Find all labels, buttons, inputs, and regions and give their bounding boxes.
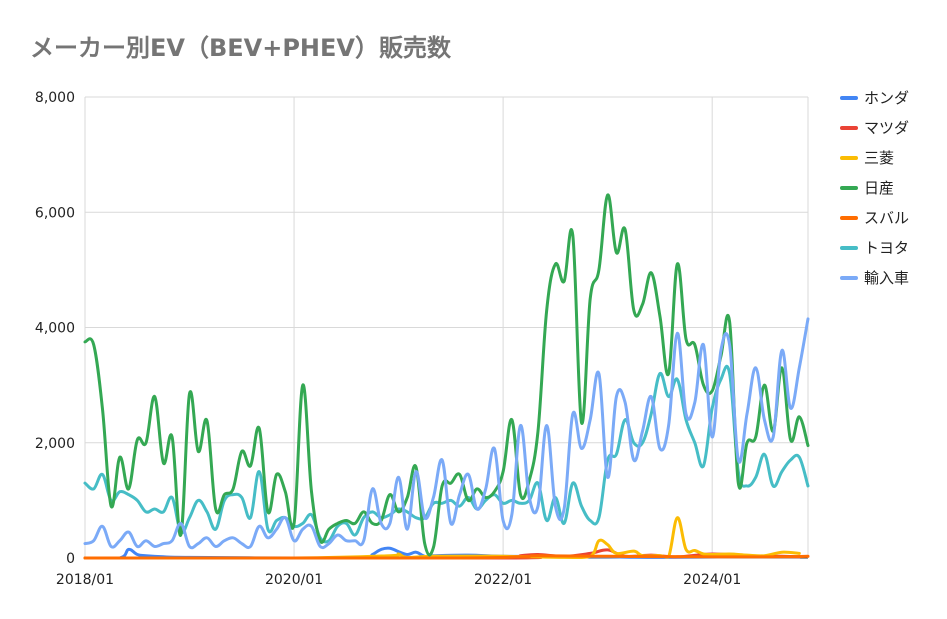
- legend-label: 日産: [864, 179, 894, 197]
- series-line: [83, 554, 810, 560]
- y-tick-label: 6,000: [35, 205, 75, 221]
- x-tick-label: 2024/01: [683, 572, 741, 588]
- legend-label: 三菱: [864, 149, 894, 167]
- legend-label: ホンダ: [864, 89, 909, 107]
- y-tick-label: 0: [66, 551, 75, 567]
- legend-label: マツダ: [864, 119, 909, 137]
- series-lines: [83, 193, 810, 560]
- series-line: [83, 364, 810, 544]
- legend-label: トヨタ: [864, 239, 909, 257]
- series-line: [83, 516, 801, 560]
- x-tick-label: 2022/01: [474, 572, 532, 588]
- series-line: [83, 317, 810, 550]
- chart-title: メーカー別EV（BEV+PHEV）販売数: [30, 34, 451, 62]
- axes: 0 2,000 4,000 6,000 8,000 2018/01 2020/01 2022/…: [35, 90, 741, 588]
- y-tick-label: 2,000: [35, 436, 75, 452]
- x-tick-label: 2020/01: [265, 572, 323, 588]
- y-tick-label: 4,000: [35, 321, 75, 337]
- x-tick-label: 2018/01: [56, 572, 114, 588]
- legend-label: スバル: [864, 209, 909, 227]
- legend-label: 輸入車: [864, 269, 909, 287]
- series-line: [83, 193, 810, 557]
- y-tick-label: 8,000: [35, 90, 75, 106]
